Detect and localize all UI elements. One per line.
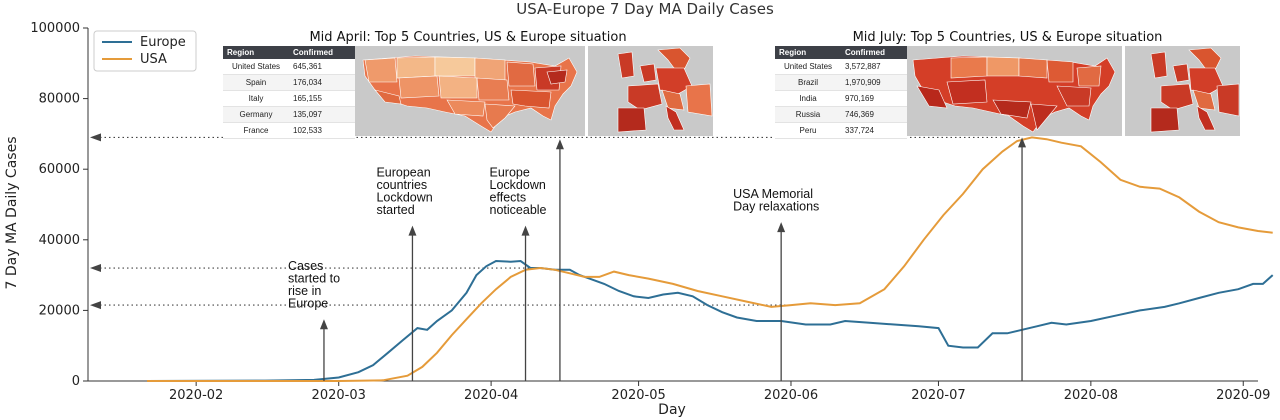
confirmed-cell: 176,034 [289, 74, 355, 91]
annotation-text: rise in [288, 284, 321, 298]
x-tick-label: 2020-04 [464, 388, 518, 403]
table-header-region[interactable]: Region [223, 46, 289, 59]
annotation-text: European [376, 165, 430, 179]
confirmed-cell: 746,369 [841, 106, 907, 123]
region-cell: Germany [223, 106, 289, 123]
x-tick-label: 2020-06 [764, 388, 818, 403]
annotation-arrow-arrowhead [408, 225, 417, 236]
table-row: United States 3,572,887 [775, 59, 907, 75]
inset-april-title: Mid April: Top 5 Countries, US & Europe … [309, 30, 627, 45]
inset-april: Mid April: Top 5 Countries, US & Europe … [223, 30, 713, 139]
x-tick-label: 2020-03 [312, 388, 366, 403]
table-row: Peru 337,724 [775, 122, 907, 139]
inset-july-title: Mid July: Top 5 Countries, US & Europe s… [852, 30, 1163, 45]
annotation-arrow-arrowhead [521, 225, 530, 236]
reference-arrowhead [90, 301, 101, 310]
region-cell: Italy [223, 90, 289, 107]
region-cell: India [775, 90, 841, 107]
legend-label: Europe [140, 35, 186, 50]
x-tick-label: 2020-02 [169, 388, 223, 403]
table-header-confirmed[interactable]: Confirmed [841, 46, 907, 59]
annotation-text: started [376, 203, 414, 217]
table-row: Russia 746,369 [775, 106, 907, 123]
inset-july: Mid July: Top 5 Countries, US & Europe s… [775, 30, 1240, 139]
annotation-arrow-arrowhead [319, 319, 328, 330]
table-row: Brazil 1,970,909 [775, 74, 907, 91]
confirmed-cell: 1,970,909 [841, 74, 907, 91]
region-cell: Russia [775, 106, 841, 123]
annotation-text: Lockdown [490, 178, 546, 192]
us-map-july [907, 46, 1122, 136]
europe-map-april [588, 46, 713, 136]
table-row: Germany 135,097 [223, 106, 355, 123]
europe-map-july [1125, 46, 1240, 136]
y-tick-label: 100000 [30, 21, 80, 36]
y-tick-label: 0 [72, 374, 80, 389]
annotation-text: USA Memorial [733, 187, 813, 201]
confirmed-cell: 3,572,887 [841, 59, 907, 75]
y-axis-title: 7 Day MA Daily Cases [4, 137, 20, 290]
inset-april-table: Region Confirmed United States 645,361 Sp… [223, 46, 355, 139]
series-line-europe [146, 259, 1274, 382]
annotation-text: Cases [288, 259, 323, 273]
annotation-text: Europe [490, 165, 530, 179]
confirmed-cell: 102,533 [289, 122, 355, 139]
table-row: Italy 165,155 [223, 90, 355, 107]
table-row: France 102,533 [223, 122, 355, 139]
table-row: Spain 176,034 [223, 74, 355, 91]
annotation-arrow-arrowhead [777, 222, 786, 233]
confirmed-cell: 970,169 [841, 90, 907, 107]
region-cell: Spain [223, 74, 289, 91]
x-tick-label: 2020-08 [1064, 388, 1118, 403]
plot-area: 0 20000 40000 60000 80000 100000 2020-02 2020-0… [30, 21, 1274, 403]
reference-arrowhead [90, 133, 101, 142]
table-header-region[interactable]: Region [775, 46, 841, 59]
region-cell: Brazil [775, 74, 841, 91]
confirmed-cell: 135,097 [289, 106, 355, 123]
annotation-text: started to [288, 271, 340, 285]
annotation-text: effects [490, 190, 527, 204]
table-header-confirmed[interactable]: Confirmed [289, 46, 355, 59]
x-axis-title: Day [658, 402, 686, 418]
inset-july-table: Region Confirmed United States 3,572,887 … [775, 46, 907, 139]
chart-title: USA-Europe 7 Day MA Daily Cases [516, 0, 774, 18]
annotation-text: Lockdown [376, 190, 432, 204]
marker-arrow-arrowhead [555, 139, 564, 150]
series-line-usa [147, 136, 1273, 382]
region-cell: Peru [775, 122, 841, 139]
region-cell: United States [775, 59, 841, 75]
y-tick-label: 60000 [39, 162, 80, 177]
reference-arrowhead [90, 264, 101, 273]
x-tick-label: 2020-07 [911, 388, 965, 403]
legend: Europe USA [93, 30, 197, 72]
y-tick-label: 80000 [39, 92, 80, 107]
annotation-text: noticeable [490, 203, 547, 217]
confirmed-cell: 337,724 [841, 122, 907, 139]
region-cell: France [223, 122, 289, 139]
y-tick-label: 20000 [39, 303, 80, 318]
us-map-april [355, 46, 585, 136]
annotation-text: Day relaxations [733, 199, 819, 213]
annotation-text: countries [376, 178, 427, 192]
region-cell: United States [223, 59, 289, 75]
x-tick-label: 2020-05 [611, 388, 665, 403]
annotation-text: Europe [288, 296, 328, 310]
table-row: India 970,169 [775, 90, 907, 107]
legend-label: USA [140, 52, 167, 67]
confirmed-cell: 165,155 [289, 90, 355, 107]
marker-arrow-arrowhead [1018, 137, 1027, 148]
table-row: United States 645,361 [223, 59, 355, 75]
y-tick-label: 40000 [39, 233, 80, 248]
x-tick-label: 2020-09 [1216, 388, 1270, 403]
confirmed-cell: 645,361 [289, 59, 355, 75]
